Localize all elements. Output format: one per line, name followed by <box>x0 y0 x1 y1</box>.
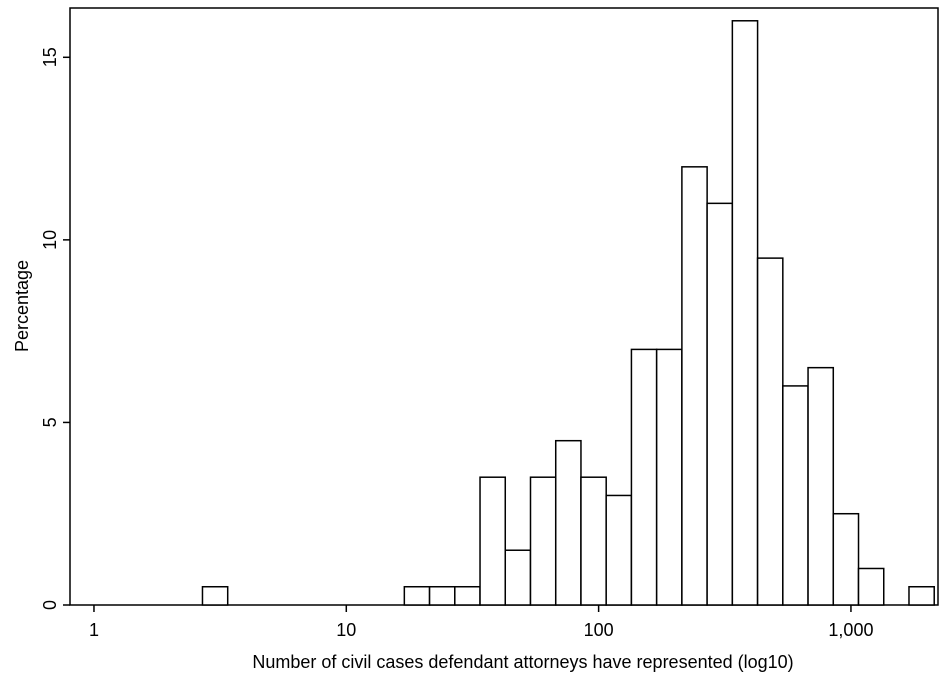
bar <box>580 476 607 606</box>
x-tick-label: 100 <box>584 620 614 640</box>
bar <box>681 166 708 606</box>
bar <box>832 512 860 606</box>
y-tick-label: 10 <box>40 230 60 250</box>
bar <box>807 366 835 606</box>
y-tick-label: 15 <box>40 47 60 67</box>
x-tick-label: 1,000 <box>828 620 873 640</box>
bar <box>908 585 935 606</box>
bar <box>454 585 481 606</box>
bar <box>857 567 885 606</box>
bar <box>756 257 784 606</box>
x-tick-label: 1 <box>89 620 99 640</box>
bar <box>479 476 507 606</box>
bar <box>504 549 532 606</box>
bar <box>428 585 456 606</box>
x-tick-label: 10 <box>336 620 356 640</box>
bar <box>201 585 229 606</box>
bar <box>403 585 431 606</box>
bar <box>655 348 683 606</box>
y-tick-label: 0 <box>40 600 60 610</box>
bar <box>731 20 759 606</box>
bar <box>782 385 809 606</box>
bar <box>529 476 557 606</box>
y-axis-label: Percentage <box>12 260 32 352</box>
y-tick-label: 5 <box>40 417 60 427</box>
bar <box>706 202 734 606</box>
bar <box>554 439 582 606</box>
x-axis-label: Number of civil cases defendant attorney… <box>252 652 793 672</box>
bar <box>605 494 633 606</box>
bar <box>630 348 658 606</box>
